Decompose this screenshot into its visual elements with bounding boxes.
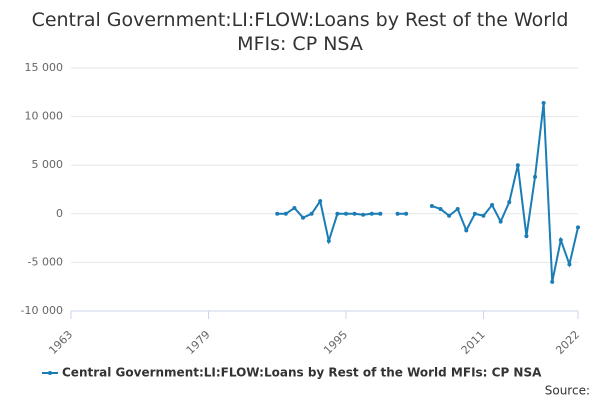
y-tick-label: 0: [56, 207, 63, 220]
point: [275, 211, 280, 216]
point: [292, 205, 297, 210]
point: [550, 279, 555, 284]
point: [481, 213, 486, 218]
x-tick-label: 1963: [46, 328, 75, 357]
y-tick-label: -10 000: [21, 304, 63, 317]
y-tick-label: -5 000: [28, 255, 63, 268]
point: [429, 204, 434, 209]
point: [515, 163, 520, 168]
point: [309, 211, 314, 216]
point: [576, 225, 580, 230]
point: [464, 228, 469, 233]
y-tick-label: 5 000: [32, 158, 64, 171]
point: [438, 206, 443, 211]
point: [343, 211, 348, 216]
x-tick-label: 2011: [459, 328, 488, 357]
y-tick-label: 15 000: [25, 61, 64, 74]
x-tick-label: 1995: [321, 328, 350, 357]
point: [490, 203, 495, 208]
point: [541, 100, 546, 105]
source: Source:: [545, 384, 590, 398]
point: [395, 211, 400, 216]
point: [567, 262, 572, 267]
x-tick-label: 1979: [184, 328, 213, 357]
point: [404, 211, 409, 216]
chart-title: Central Government:LI:FLOW:Loans by Rest…: [31, 9, 569, 55]
point: [507, 200, 512, 205]
point: [352, 211, 357, 216]
point: [533, 174, 538, 179]
point: [318, 199, 323, 204]
y-tick-label: 10 000: [25, 110, 64, 123]
legend-marker: [48, 371, 52, 375]
point: [455, 206, 460, 211]
point: [335, 211, 340, 216]
point: [301, 215, 306, 220]
point: [378, 211, 383, 216]
point: [558, 238, 563, 243]
point: [283, 211, 288, 216]
legend-label: Central Government:LI:FLOW:Loans by Rest…: [62, 366, 542, 380]
x-tick-label: 2022: [553, 328, 582, 357]
point: [472, 211, 477, 216]
point: [447, 213, 452, 218]
point: [369, 211, 374, 216]
point: [524, 234, 529, 239]
point: [326, 239, 331, 244]
point: [498, 219, 503, 224]
point: [361, 212, 366, 217]
line: [277, 102, 579, 283]
